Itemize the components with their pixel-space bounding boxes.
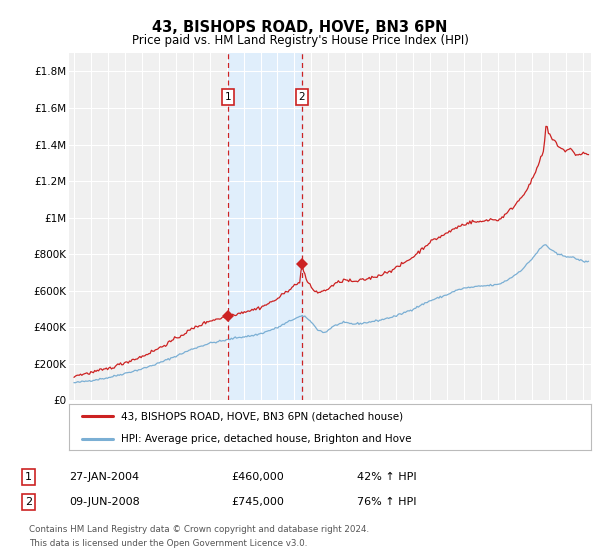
- Text: 42% ↑ HPI: 42% ↑ HPI: [357, 472, 416, 482]
- Text: £745,000: £745,000: [231, 497, 284, 507]
- Text: Contains HM Land Registry data © Crown copyright and database right 2024.: Contains HM Land Registry data © Crown c…: [29, 525, 369, 534]
- Text: HPI: Average price, detached house, Brighton and Hove: HPI: Average price, detached house, Brig…: [121, 433, 412, 444]
- Text: Price paid vs. HM Land Registry's House Price Index (HPI): Price paid vs. HM Land Registry's House …: [131, 34, 469, 46]
- Text: 43, BISHOPS ROAD, HOVE, BN3 6PN: 43, BISHOPS ROAD, HOVE, BN3 6PN: [152, 20, 448, 35]
- Text: 27-JAN-2004: 27-JAN-2004: [69, 472, 139, 482]
- Text: 1: 1: [25, 472, 32, 482]
- Text: This data is licensed under the Open Government Licence v3.0.: This data is licensed under the Open Gov…: [29, 539, 307, 548]
- Text: 76% ↑ HPI: 76% ↑ HPI: [357, 497, 416, 507]
- Text: 43, BISHOPS ROAD, HOVE, BN3 6PN (detached house): 43, BISHOPS ROAD, HOVE, BN3 6PN (detache…: [121, 411, 403, 421]
- Text: 09-JUN-2008: 09-JUN-2008: [69, 497, 140, 507]
- Text: 2: 2: [25, 497, 32, 507]
- Bar: [228, 53, 302, 400]
- Text: 1: 1: [224, 92, 231, 102]
- Text: £460,000: £460,000: [231, 472, 284, 482]
- Text: 2: 2: [299, 92, 305, 102]
